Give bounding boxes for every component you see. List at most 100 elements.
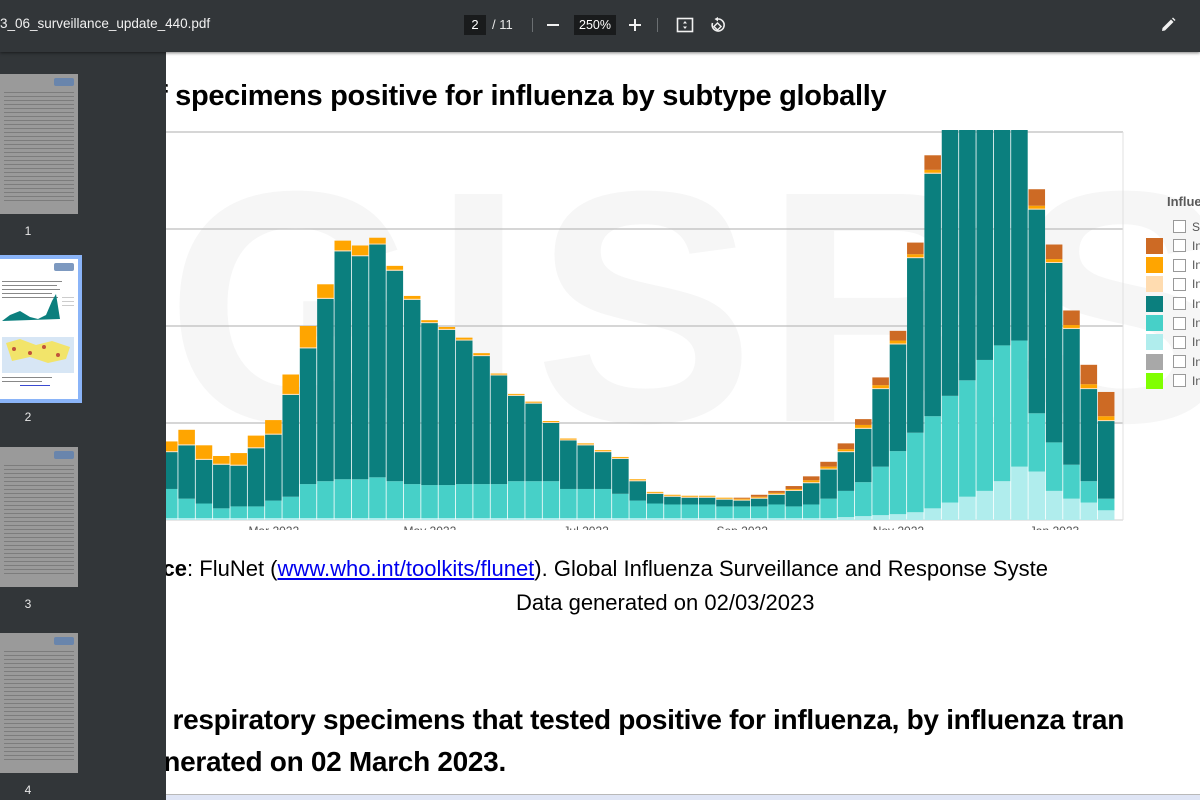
bar-segment-brown [924,155,941,170]
bar-segment-dark-teal [230,465,247,507]
legend-item[interactable]: In [1146,334,1200,351]
source-note: rce: FluNet (www.who.int/toolkits/flunet… [166,556,1048,582]
bar-segment-orange [664,494,681,496]
x-tick-label: May 2022 [404,524,457,530]
bar-segment-peach [560,439,577,441]
thumbnail-content [2,281,74,386]
bar-segment-light-cyan [664,518,681,520]
bar-segment-peach [542,422,560,423]
bar-segment-light-cyan [889,514,907,520]
bar-segment-medium-teal [646,503,664,519]
legend-item[interactable]: In [1146,276,1200,293]
legend-checkbox[interactable] [1173,277,1186,291]
legend-swatch [1146,372,1163,389]
bar-segment-orange [1097,416,1115,421]
source-text: : FluNet ( [187,556,278,581]
legend-item[interactable]: In [1146,315,1200,332]
bar-segment-light-cyan [993,481,1011,520]
legend-checkbox[interactable] [1173,239,1186,253]
zoom-level-input[interactable]: 250% [574,15,616,35]
legend-item[interactable]: Se [1146,218,1200,235]
legend-checkbox[interactable] [1173,258,1186,272]
bar-segment-brown [733,497,751,499]
bar-segment-light-cyan [976,490,993,520]
bar-segment-light-cyan [959,496,976,520]
bar-segment-medium-teal [993,345,1011,482]
flunet-link[interactable]: www.who.int/toolkits/flunet [277,556,535,581]
bar-segment-light-cyan [941,502,959,520]
zoom-out-button[interactable] [540,12,566,38]
bar-segment-light-cyan [612,518,629,520]
legend-label: In [1192,277,1200,292]
pdf-toolbar: 3_06_surveillance_update_440.pdf 2 / 11 … [0,0,1200,52]
bar-segment-dark-teal [1063,328,1080,465]
legend-item[interactable]: In [1146,353,1200,370]
bar-segment-peach [612,457,629,459]
bar-segment-medium-teal [178,498,195,519]
bar-segment-medium-teal [959,380,976,497]
bar-segment-peach [750,497,768,499]
legend-checkbox[interactable] [1173,374,1186,388]
page-thumbnail-4[interactable] [0,633,78,773]
bar-segment-light-cyan [577,518,594,520]
bar-segment-orange [1063,325,1080,328]
legend-checkbox[interactable] [1173,316,1186,330]
bar-segment-light-cyan [525,518,542,520]
bar-segment-orange [889,340,907,344]
bar-segment-peach [490,374,508,376]
bar-segment-orange [386,265,404,270]
plus-icon [629,19,641,31]
bar-segment-medium-teal [976,359,993,491]
bar-segment-orange [750,496,768,498]
bar-segment-brown [837,443,855,450]
bar-segment-dark-teal [421,323,438,486]
bar-segment-dark-teal [403,299,421,485]
bar-segment-medium-teal [560,488,577,519]
bar-segment-peach [785,489,803,491]
bar-segment-light-cyan [299,518,317,520]
toolbar-divider [657,18,658,32]
legend-checkbox[interactable] [1173,335,1186,349]
current-page-input[interactable]: 2 [464,15,486,35]
bar-segment-medium-teal [438,485,456,519]
bar-segment-orange [230,453,247,465]
page-thumbnail-1[interactable] [0,74,78,214]
annotate-button[interactable] [1155,12,1181,38]
legend-swatch [1146,295,1163,312]
bar-segment-brown [1028,189,1046,206]
bar-segment-light-cyan [768,518,785,520]
legend-item[interactable]: In [1146,237,1200,254]
thumbnail-label: 3 [24,597,32,611]
legend-item[interactable]: In [1146,372,1200,389]
bar-segment-dark-teal [1045,262,1063,443]
legend-checkbox[interactable] [1173,297,1186,311]
rotate-button[interactable] [705,12,731,38]
fit-to-page-icon [676,17,694,33]
bar-segment-orange [907,254,924,258]
bar-segment-light-cyan [490,518,508,520]
fit-to-page-button[interactable] [672,12,698,38]
who-logo-icon [54,451,74,459]
bar-segment-medium-teal [386,481,404,519]
page-thumbnail-2[interactable] [0,255,82,403]
legend-item[interactable]: In [1146,295,1200,312]
x-tick-label: Mar 2022 [248,524,299,530]
legend-checkbox[interactable] [1173,355,1186,369]
legend-item[interactable]: In [1146,257,1200,274]
x-tick-label: Sep 2022 [717,524,769,530]
source-text: ). Global Influenza Surveillance and Res… [534,556,1048,581]
bar-segment-dark-teal [976,130,993,360]
bar-segment-light-cyan [716,518,733,520]
bar-segment-brown [802,476,820,481]
legend-label: Se [1192,219,1200,234]
zoom-in-button[interactable] [622,12,648,38]
bar-segment-light-cyan [1063,498,1080,520]
bar-segment-light-cyan [369,518,386,520]
who-logo-icon [54,637,74,645]
legend-checkbox[interactable] [1173,220,1186,233]
page-thumbnail-3[interactable] [0,447,78,587]
x-tick-label: Nov 2022 [873,524,925,530]
pencil-icon [1162,17,1176,31]
bar-segment-peach [1045,261,1063,263]
bar-segment-orange [438,326,456,329]
